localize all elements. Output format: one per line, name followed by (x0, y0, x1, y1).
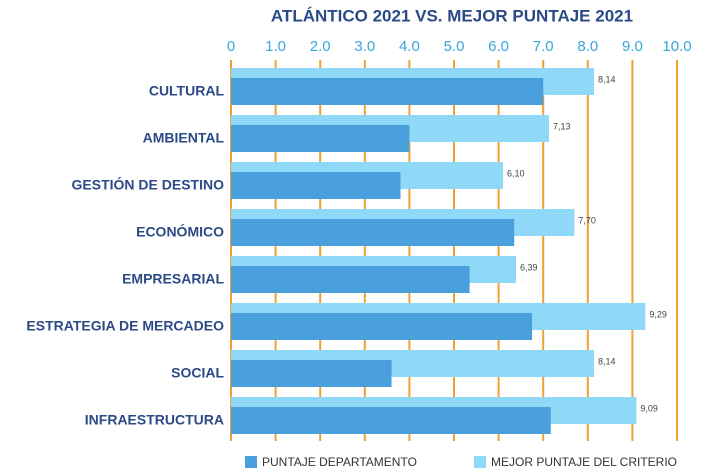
x-tick-label: 7.0 (533, 38, 554, 55)
bar (231, 313, 533, 340)
category-label: EMPRESARIAL (122, 271, 224, 287)
bar (231, 407, 551, 434)
category-label: GESTIÓN DE DESTINO (72, 176, 225, 193)
x-tick-label: 0 (227, 38, 235, 55)
legend-label: MEJOR PUNTAJE DEL CRITERIO (491, 455, 677, 469)
value-label: 6,39 (520, 262, 538, 272)
bar (231, 360, 392, 387)
value-label: 7,13 (553, 121, 571, 131)
category-label: ESTRATEGIA DE MERCADEO (26, 318, 224, 334)
bar (231, 219, 515, 246)
legend-swatch (474, 456, 486, 468)
x-tick-label: 2.0 (310, 38, 331, 55)
category-label: AMBIENTAL (143, 130, 225, 146)
value-label: 8,14 (598, 74, 616, 84)
bar (231, 125, 410, 152)
x-tick-label: 10.0 (662, 38, 691, 55)
bar (231, 266, 470, 293)
x-tick-label: 5.0 (444, 38, 465, 55)
legend-swatch (245, 456, 257, 468)
x-tick-label: 9.0 (622, 38, 643, 55)
bar (231, 78, 544, 105)
x-tick-label: 8.0 (577, 38, 598, 55)
chart-title: ATLÁNTICO 2021 VS. MEJOR PUNTAJE 2021 (271, 6, 633, 25)
legend-label: PUNTAJE DEPARTAMENTO (262, 455, 417, 469)
value-label: 6,10 (507, 168, 525, 178)
category-label: SOCIAL (171, 365, 224, 381)
value-label: 9,29 (649, 309, 667, 319)
x-tick-label: 3.0 (354, 38, 375, 55)
x-tick-label: 4.0 (399, 38, 420, 55)
x-tick-label: 1.0 (265, 38, 286, 55)
bar (231, 172, 401, 199)
value-label: 7,70 (578, 215, 596, 225)
value-label: 9,09 (640, 403, 658, 413)
category-label: CULTURAL (149, 83, 225, 99)
x-tick-label: 6.0 (488, 38, 509, 55)
category-label: ECONÓMICO (136, 223, 224, 240)
category-label: INFRAESTRUCTURA (85, 412, 224, 428)
value-label: 8,14 (598, 356, 616, 366)
